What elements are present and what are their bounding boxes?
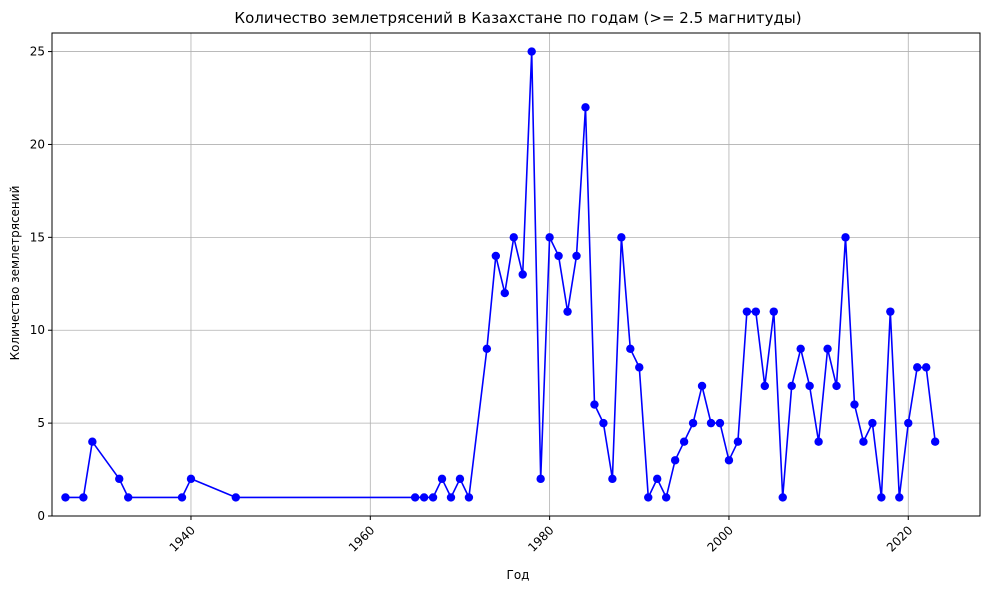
grid-lines bbox=[52, 33, 980, 517]
data-point bbox=[464, 493, 474, 502]
x-tick-label: 1980 bbox=[525, 523, 556, 554]
data-point bbox=[823, 344, 832, 354]
data-point bbox=[482, 344, 492, 354]
data-point bbox=[697, 381, 707, 391]
data-point bbox=[410, 493, 420, 502]
data-point bbox=[428, 493, 438, 502]
x-axis-ticks: 1940 1960 1980 2000 2020 bbox=[167, 516, 915, 555]
data-point bbox=[913, 363, 922, 372]
data-point bbox=[635, 363, 644, 372]
data-layer bbox=[61, 47, 940, 502]
data-point bbox=[724, 456, 734, 465]
data-point bbox=[715, 418, 725, 428]
y-tick-label: 0 bbox=[37, 509, 45, 523]
data-point bbox=[115, 474, 124, 484]
data-point bbox=[814, 437, 823, 446]
data-point bbox=[886, 307, 895, 316]
data-point bbox=[679, 437, 689, 446]
data-point bbox=[419, 493, 429, 502]
data-point bbox=[661, 493, 671, 502]
data-point bbox=[186, 474, 196, 484]
data-point bbox=[733, 437, 743, 446]
data-point bbox=[500, 288, 509, 298]
data-point bbox=[581, 103, 590, 112]
series-line bbox=[65, 50, 936, 499]
data-point bbox=[653, 474, 662, 484]
y-tick-label: 10 bbox=[30, 323, 45, 337]
data-point bbox=[832, 381, 841, 391]
data-point bbox=[930, 437, 940, 446]
data-point bbox=[509, 233, 518, 242]
x-tick-label: 2000 bbox=[705, 523, 736, 554]
data-point bbox=[455, 474, 465, 484]
data-point bbox=[751, 307, 761, 316]
data-point bbox=[590, 400, 599, 409]
y-axis-label: Количество землетрясений bbox=[8, 186, 22, 361]
data-point bbox=[742, 307, 752, 316]
y-tick-label: 20 bbox=[30, 137, 45, 151]
data-point bbox=[805, 381, 814, 391]
data-point bbox=[670, 456, 680, 465]
data-point bbox=[61, 493, 70, 502]
data-point bbox=[868, 418, 877, 428]
data-point bbox=[563, 307, 572, 316]
y-tick-label: 5 bbox=[37, 416, 45, 430]
data-point bbox=[706, 418, 716, 428]
chart-title: Количество землетрясений в Казахстане по… bbox=[234, 9, 801, 27]
data-point bbox=[877, 493, 886, 502]
y-tick-label: 15 bbox=[30, 230, 45, 244]
data-point bbox=[922, 363, 931, 372]
y-axis-ticks: 0 5 10 15 20 25 bbox=[30, 45, 52, 523]
x-axis-label: Год bbox=[507, 568, 530, 582]
data-point bbox=[850, 400, 859, 409]
data-point bbox=[518, 270, 527, 279]
data-point bbox=[644, 493, 653, 502]
y-tick-label: 25 bbox=[30, 45, 45, 59]
data-point bbox=[599, 418, 608, 428]
data-point bbox=[859, 437, 868, 446]
data-point bbox=[545, 233, 554, 242]
data-point bbox=[554, 251, 563, 261]
data-point bbox=[608, 474, 617, 484]
plot-frame bbox=[51, 32, 981, 517]
data-point bbox=[231, 493, 241, 502]
data-point bbox=[760, 381, 770, 391]
data-point bbox=[437, 474, 447, 484]
data-point bbox=[527, 47, 536, 56]
x-tick-label: 1960 bbox=[346, 523, 377, 554]
data-point bbox=[778, 493, 787, 502]
data-point bbox=[787, 381, 796, 391]
data-point bbox=[904, 418, 913, 428]
data-point bbox=[626, 344, 635, 354]
data-point bbox=[769, 307, 778, 316]
data-point bbox=[177, 493, 187, 502]
data-point bbox=[841, 233, 850, 242]
data-point bbox=[491, 251, 501, 261]
data-point bbox=[446, 493, 456, 502]
data-point bbox=[688, 418, 698, 428]
data-point bbox=[796, 344, 805, 354]
data-point bbox=[79, 493, 88, 502]
data-point bbox=[572, 251, 581, 261]
x-tick-label: 2020 bbox=[884, 523, 915, 554]
data-point bbox=[124, 493, 133, 502]
x-tick-label: 1940 bbox=[167, 523, 198, 554]
data-point bbox=[617, 233, 626, 242]
data-point bbox=[88, 437, 97, 446]
data-point bbox=[895, 493, 904, 502]
data-point bbox=[536, 474, 545, 484]
